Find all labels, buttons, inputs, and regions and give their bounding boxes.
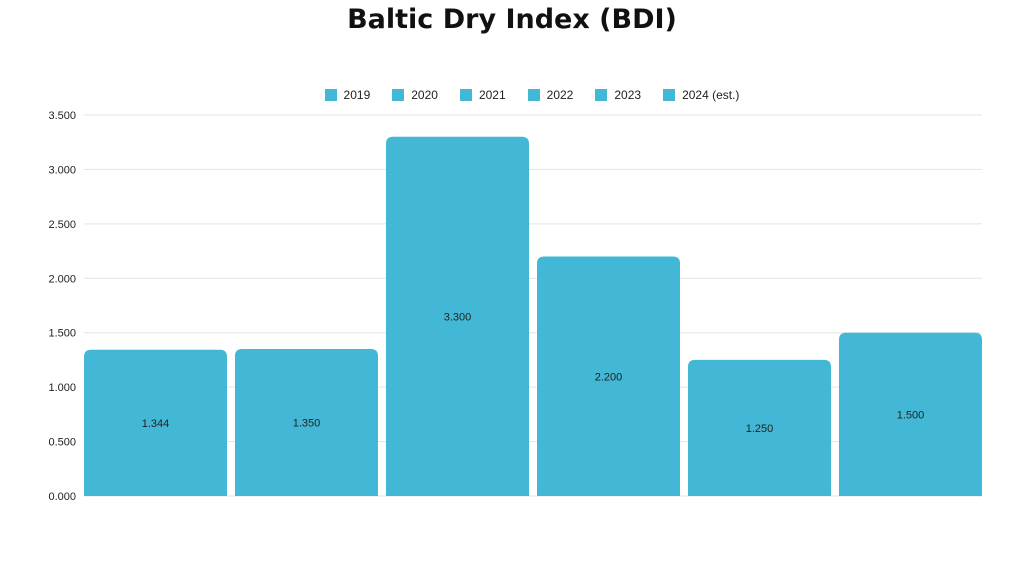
legend-swatch <box>595 89 608 101</box>
y-tick-label: 0.000 <box>48 491 76 503</box>
legend-swatch <box>527 89 540 101</box>
y-tick-label: 3.500 <box>48 110 76 122</box>
legend-label: 2023 <box>614 88 642 102</box>
legend-label: 2024 (est.) <box>682 88 740 102</box>
bar-value-label: 1.250 <box>746 423 774 435</box>
bar-value-label: 2.200 <box>595 371 623 383</box>
legend-item[interactable]: 2022 <box>527 88 574 102</box>
chart-title: Baltic Dry Index (BDI) <box>347 4 677 35</box>
bar-2022[interactable] <box>537 256 680 496</box>
y-tick-label: 1.000 <box>48 382 76 394</box>
legend-label: 2021 <box>478 88 506 102</box>
y-tick-label: 2.000 <box>48 273 76 285</box>
bar-2023[interactable] <box>688 359 831 496</box>
legend-item[interactable]: 2020 <box>392 88 438 102</box>
bar-value-label: 1.344 <box>142 418 170 430</box>
y-tick-label: 2.500 <box>48 219 76 231</box>
bar-2021[interactable] <box>386 136 529 496</box>
legend-swatch <box>663 89 676 101</box>
y-tick-label: 3.000 <box>48 164 76 176</box>
gridlines <box>84 114 982 497</box>
legend-label: 2020 <box>411 88 438 102</box>
legend-swatch <box>392 89 405 101</box>
legend-label: 2022 <box>546 88 574 102</box>
bar-labels: 1.344 1.350 3.300 2.200 1.250 1.500 <box>142 311 925 435</box>
legend-item[interactable]: 2023 <box>595 88 641 102</box>
y-axis-ticks: 0.000 0.500 1.000 1.500 2.000 2.500 3.000 3.500 <box>48 110 76 503</box>
bar-value-label: 3.300 <box>444 311 472 323</box>
bar-value-label: 1.350 <box>293 418 321 430</box>
legend-swatch <box>459 89 472 101</box>
legend-item[interactable]: 2021 <box>459 88 506 102</box>
bar-2024-est[interactable] <box>839 332 982 496</box>
bar-value-label: 1.500 <box>897 409 925 421</box>
bar-2019[interactable] <box>84 349 227 496</box>
legend-label: 2019 <box>343 88 371 102</box>
bar-2020[interactable] <box>235 349 378 496</box>
legend-item[interactable]: 2019 <box>324 88 371 102</box>
bars <box>84 136 982 496</box>
legend: 2019 2020 2021 2022 2023 2024 (est.) <box>0 88 1024 102</box>
legend-swatch <box>324 89 337 101</box>
legend-item[interactable]: 2024 (est.) <box>663 88 739 102</box>
y-tick-label: 0.500 <box>48 437 76 449</box>
y-tick-label: 1.500 <box>48 328 76 340</box>
